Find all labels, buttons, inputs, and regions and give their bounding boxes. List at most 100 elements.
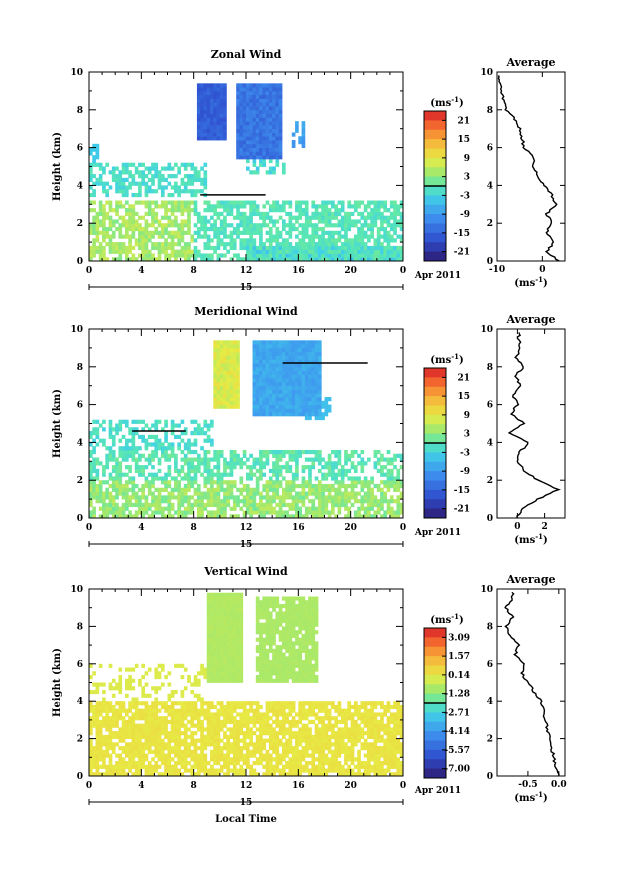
heatmap-cell xyxy=(89,723,93,728)
heatmap-cell xyxy=(344,238,348,243)
heatmap-cell xyxy=(174,189,178,194)
heatmap-cell xyxy=(223,121,227,126)
heatmap-cell xyxy=(180,204,185,209)
heatmap-cell xyxy=(226,347,231,353)
heatmap-cell xyxy=(281,412,286,417)
heatmap-cell xyxy=(213,618,217,624)
heatmap-cell xyxy=(196,682,201,687)
heatmap-cell xyxy=(154,230,159,235)
heatmap-cell xyxy=(115,514,119,519)
heatmap-cell xyxy=(373,461,378,466)
heatmap-cell xyxy=(275,389,280,394)
heatmap-cell xyxy=(275,151,280,156)
heatmap-cell xyxy=(102,442,106,447)
heatmap-cell xyxy=(118,506,123,511)
heatmap-cell xyxy=(206,132,211,137)
heatmap-cell xyxy=(111,457,116,462)
heatmap-cell xyxy=(147,768,152,773)
heatmap-cell xyxy=(268,476,273,481)
heatmap-cell xyxy=(141,753,145,758)
average-y-tick-label: 4 xyxy=(487,438,493,448)
heatmap-cell xyxy=(134,491,139,496)
heatmap-cell xyxy=(317,344,322,349)
heatmap-cell xyxy=(308,238,312,243)
heatmap-cell xyxy=(102,166,106,171)
heatmap-cell xyxy=(304,457,309,462)
heatmap-cell xyxy=(229,727,234,732)
heatmap-cell xyxy=(298,366,302,371)
heatmap-cell xyxy=(255,102,260,107)
heatmap-cell xyxy=(124,761,129,766)
heatmap-cell xyxy=(275,245,280,251)
heatmap-cell xyxy=(360,226,365,232)
heatmap-cell xyxy=(115,423,119,428)
heatmap-cell xyxy=(203,132,208,137)
heatmap-cell xyxy=(226,746,231,751)
heatmap-cell xyxy=(151,174,155,179)
heatmap-cell xyxy=(115,719,119,725)
heatmap-cell xyxy=(108,219,113,224)
heatmap-cell xyxy=(311,491,316,496)
heatmap-cell xyxy=(347,219,352,224)
heatmap-cell xyxy=(206,238,211,243)
heatmap-cell xyxy=(216,734,221,739)
heatmap-cell xyxy=(95,468,100,474)
heatmap-cell xyxy=(92,446,96,451)
heatmap-cell xyxy=(219,622,224,627)
heatmap-cell xyxy=(108,491,113,496)
heatmap-cell xyxy=(308,412,312,417)
heatmap-cell xyxy=(301,211,306,217)
heatmap-cell xyxy=(111,480,116,485)
heatmap-cell xyxy=(308,389,312,394)
heatmap-cell xyxy=(324,506,329,511)
heatmap-cell xyxy=(317,340,322,345)
heatmap-cell xyxy=(134,219,139,224)
heatmap-cell xyxy=(108,427,113,432)
heatmap-cell xyxy=(102,181,106,186)
heatmap-cell xyxy=(210,438,214,443)
heatmap-cell xyxy=(108,434,113,440)
heatmap-cell xyxy=(187,442,191,447)
heatmap-cell xyxy=(268,94,273,99)
heatmap-cell xyxy=(151,514,155,519)
heatmap-cell xyxy=(268,102,273,107)
heatmap-cell xyxy=(124,772,129,777)
heatmap-cell xyxy=(200,761,204,766)
heatmap-cell xyxy=(259,109,263,114)
y-tick-label: 2 xyxy=(77,219,83,229)
colorbar-swatch xyxy=(424,443,446,453)
heatmap-cell xyxy=(167,738,172,743)
heatmap-cell xyxy=(265,230,270,235)
heatmap-cell xyxy=(147,189,152,194)
heatmap-cell xyxy=(272,170,276,175)
heatmap-cell xyxy=(167,453,172,458)
heatmap-cell xyxy=(308,215,312,220)
heatmap-cell xyxy=(124,253,129,258)
heatmap-cell xyxy=(337,245,342,251)
heatmap-cell xyxy=(89,249,93,254)
heatmap-cell xyxy=(350,476,355,481)
heatmap-cell xyxy=(128,768,132,773)
heatmap-cell xyxy=(272,121,276,126)
heatmap-cell xyxy=(210,716,214,721)
heatmap-cell xyxy=(210,132,214,137)
heatmap-cell xyxy=(193,708,198,713)
heatmap-cell xyxy=(102,204,106,209)
heatmap-cell xyxy=(219,204,224,209)
heatmap-cell xyxy=(255,502,260,508)
heatmap-cell xyxy=(131,716,136,721)
heatmap-cell xyxy=(157,230,162,235)
heatmap-cell xyxy=(187,449,191,455)
heatmap-cell xyxy=(210,514,214,519)
heatmap-cell xyxy=(246,90,250,96)
heatmap-cell xyxy=(92,238,96,243)
heatmap-cell xyxy=(219,704,224,710)
heatmap-cell xyxy=(295,408,299,413)
heatmap-cell xyxy=(151,245,155,251)
heatmap-cell xyxy=(347,453,352,458)
heatmap-cell xyxy=(272,117,276,122)
heatmap-cell xyxy=(249,106,253,111)
heatmap-cell xyxy=(210,499,214,504)
heatmap-cell xyxy=(121,449,126,455)
